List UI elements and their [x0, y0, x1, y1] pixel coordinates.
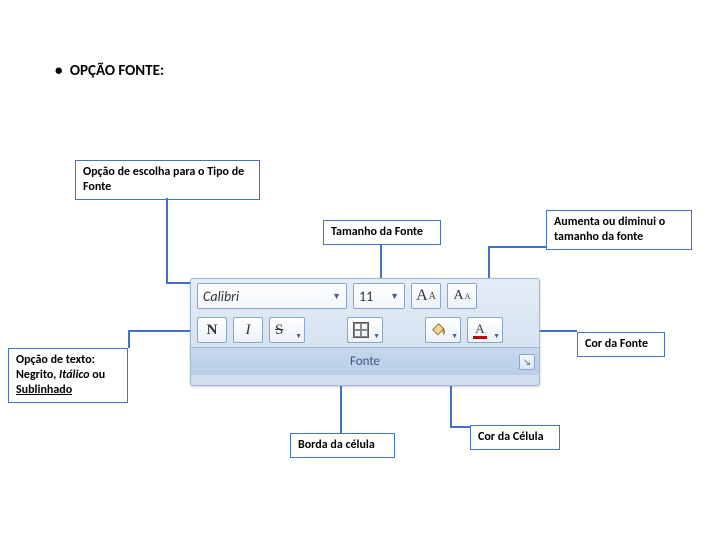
ribbon-row-1: Calibri ▼ 11 ▼ AA AA [191, 279, 539, 313]
font-name-combo[interactable]: Calibri ▼ [197, 283, 347, 309]
shrink-font-button[interactable]: AA [447, 283, 477, 309]
italic-word: Itálico [59, 368, 90, 382]
connector-line [380, 244, 382, 282]
underline-button[interactable]: S ▼ [269, 317, 305, 343]
callout-font-color: Cor da Fonte [577, 332, 665, 357]
cell-border-button[interactable]: ▼ [347, 317, 383, 343]
letter-icon: A [429, 291, 436, 302]
heading-text: OPÇÃO FONTE: [70, 62, 164, 80]
letter-icon: A [465, 292, 471, 301]
letter-icon: A [475, 322, 484, 335]
chevron-down-icon: ▼ [493, 331, 500, 340]
callout-font-size: Tamanho da Fonte [323, 220, 441, 245]
label: Opção de texto: [16, 353, 95, 367]
bold-word: Negrito [16, 368, 53, 382]
font-color-button[interactable]: A ▼ [467, 317, 503, 343]
connector-line [128, 330, 130, 348]
dropdown-caret-icon: ▼ [390, 291, 399, 302]
connector-line [450, 426, 470, 428]
letter-icon: A [454, 288, 464, 304]
ribbon-row-2: N I S ▼ ▼ ▼ A ▼ [191, 313, 539, 347]
callout-cell-border: Borda da célula [290, 433, 395, 458]
chevron-down-icon: ▼ [451, 331, 458, 340]
ribbon-font-group: Calibri ▼ 11 ▼ AA AA N I S ▼ ▼ [190, 278, 540, 386]
color-swatch [473, 336, 487, 339]
underline-word: Sublinhado [16, 383, 72, 397]
connector-line [488, 246, 490, 282]
bullet: • [55, 62, 62, 80]
callout-cell-color: Cor da Célula [470, 425, 560, 450]
bold-icon: N [207, 322, 218, 339]
font-size-combo[interactable]: 11 ▼ [353, 283, 405, 309]
bold-button[interactable]: N [197, 317, 227, 343]
border-icon [353, 322, 369, 338]
font-size-text: 11 [359, 288, 373, 305]
paint-bucket-icon [431, 322, 448, 339]
callout-font-type: Opção de escolha para o Tipo de Fonte [75, 160, 260, 200]
ribbon-group-footer: Fonte ↘ [191, 347, 539, 375]
sep: ou [90, 368, 106, 382]
italic-button[interactable]: I [233, 317, 263, 343]
callout-grow-shrink: Aumenta ou diminui o tamanho da fonte [546, 210, 692, 250]
section-heading: • OPÇÃO FONTE: [55, 62, 164, 80]
dropdown-caret-icon: ▼ [332, 291, 341, 302]
italic-icon: I [246, 322, 251, 339]
dialog-launcher-button[interactable]: ↘ [519, 354, 535, 370]
connector-line [488, 246, 546, 248]
group-label: Fonte [350, 354, 380, 369]
font-name-text: Calibri [203, 288, 239, 305]
fill-color-button[interactable]: ▼ [425, 317, 461, 343]
font-color-icon: A [473, 322, 487, 339]
chevron-down-icon: ▼ [295, 332, 302, 340]
letter-icon: A [416, 287, 428, 305]
chevron-down-icon: ▼ [373, 331, 380, 340]
grow-font-button[interactable]: AA [411, 283, 441, 309]
callout-text-style: Opção de texto: Negrito, Itálico ou Subl… [8, 348, 128, 403]
strike-icon: S [275, 322, 283, 339]
connector-line [128, 330, 190, 332]
connector-line [166, 198, 168, 282]
